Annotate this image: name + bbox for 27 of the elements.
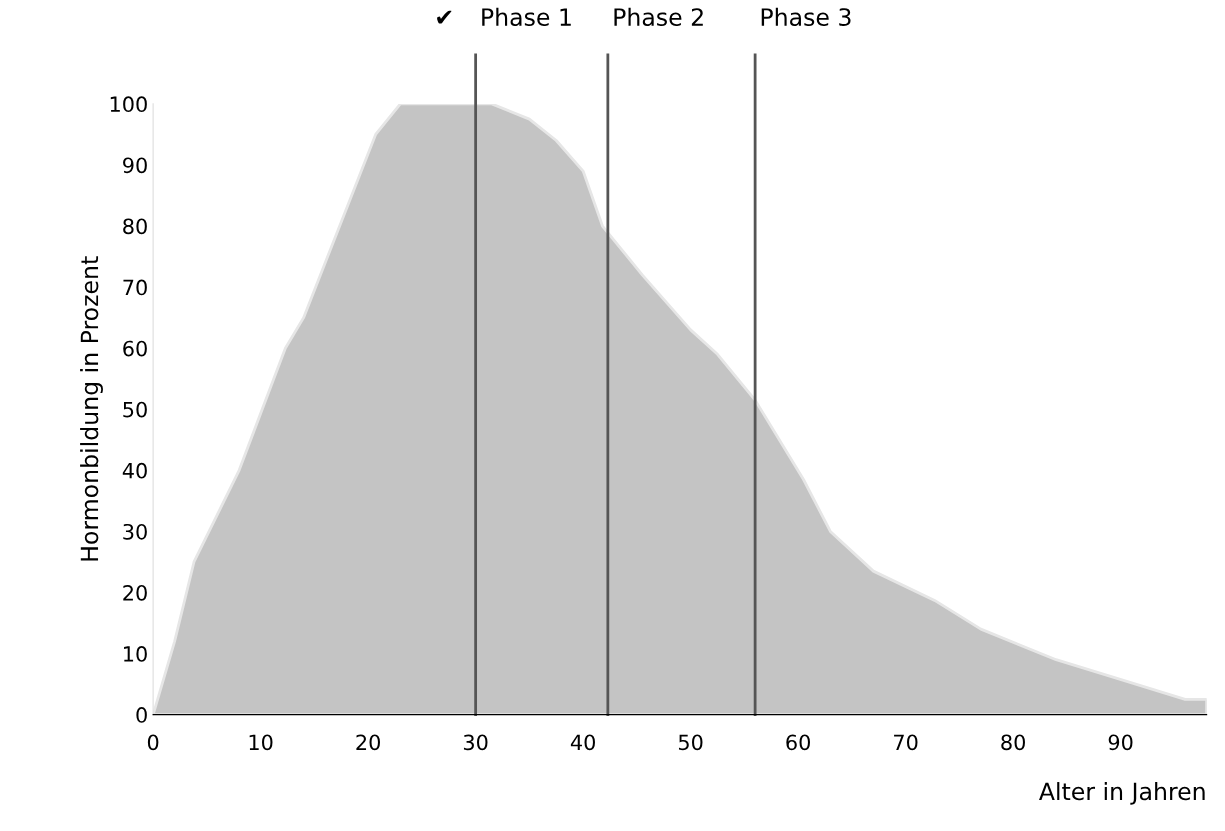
x-tick-label: 10 — [249, 734, 273, 751]
y-tick-label: 100 — [110, 96, 147, 113]
y-tick-label: 40 — [122, 462, 147, 479]
x-tick-label: 70 — [894, 734, 918, 751]
x-tick-label: 80 — [1001, 734, 1025, 751]
y-tick-label: 0 — [136, 707, 147, 723]
ref-line-label: Phase 2 — [614, 7, 703, 27]
y-tick-label: 70 — [123, 279, 147, 296]
y-tick-label: 80 — [123, 218, 147, 235]
y-tick-label: 60 — [123, 340, 147, 357]
x-tick-label: 20 — [356, 734, 380, 751]
x-tick-label: 0 — [147, 734, 159, 751]
y-tick-label: 20 — [123, 584, 147, 601]
ref-line-label: Phase 1 — [482, 7, 571, 27]
y-tick-label: 10 — [124, 646, 147, 662]
text: ✔ — [437, 10, 452, 24]
x-tick-label: 50 — [678, 734, 703, 751]
y-tick-label: 50 — [123, 401, 147, 418]
x-tick-label: 40 — [570, 734, 595, 751]
x-tick-label: 60 — [786, 734, 810, 751]
x-tick-label: 30 — [463, 734, 488, 751]
x-tick-label: 90 — [1108, 734, 1133, 751]
y-tick-label: 90 — [123, 157, 147, 174]
x-axis-title: Alter in Jahren — [1039, 782, 1205, 805]
y-tick-label: 30 — [123, 523, 147, 540]
ref-line-label: Phase 3 — [761, 7, 851, 27]
y-axis-title: Hormonbildung in Prozent — [80, 256, 103, 561]
